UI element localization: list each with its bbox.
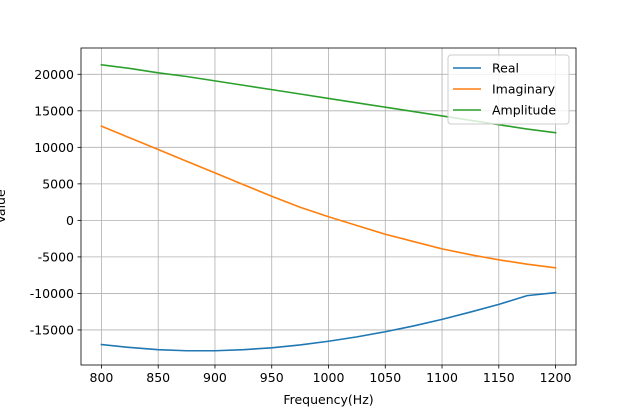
x-tick-label: 1100 bbox=[426, 370, 458, 385]
x-tick-label: 1150 bbox=[483, 370, 515, 385]
series-line-imaginary bbox=[100, 125, 557, 269]
y-tick-label: 20000 bbox=[34, 67, 74, 82]
y-tick-label: -15000 bbox=[30, 322, 74, 337]
series-line-real bbox=[100, 291, 557, 352]
x-tick-label: 850 bbox=[146, 370, 170, 385]
x-tick-label: 900 bbox=[203, 370, 227, 385]
x-tick-label: 1000 bbox=[313, 370, 345, 385]
legend: Real Imaginary Amplitude bbox=[447, 54, 570, 125]
x-tick-label: 950 bbox=[260, 370, 284, 385]
y-tick-label: -10000 bbox=[30, 286, 74, 301]
legend-box bbox=[447, 54, 570, 125]
y-tick-label: 0 bbox=[66, 213, 74, 228]
y-tick-label: -5000 bbox=[38, 249, 74, 264]
y-tick-label: 10000 bbox=[34, 140, 74, 155]
x-tick-label: 800 bbox=[90, 370, 114, 385]
axis-ticks: 800 850 900 950 1000 1050 1100 1150 1200 -15000 -1… bbox=[30, 67, 572, 385]
y-axis-label: Value bbox=[0, 189, 8, 224]
legend-label-imaginary: Imaginary bbox=[492, 82, 556, 97]
legend-label-real: Real bbox=[492, 61, 519, 76]
grid bbox=[81, 48, 576, 365]
x-axis-label: Frequency(Hz) bbox=[283, 392, 373, 407]
y-tick-label: 15000 bbox=[34, 103, 74, 118]
x-tick-label: 1200 bbox=[540, 370, 572, 385]
x-tick-label: 1050 bbox=[369, 370, 401, 385]
legend-label-amplitude: Amplitude bbox=[492, 103, 556, 118]
y-tick-label: 5000 bbox=[42, 176, 74, 191]
